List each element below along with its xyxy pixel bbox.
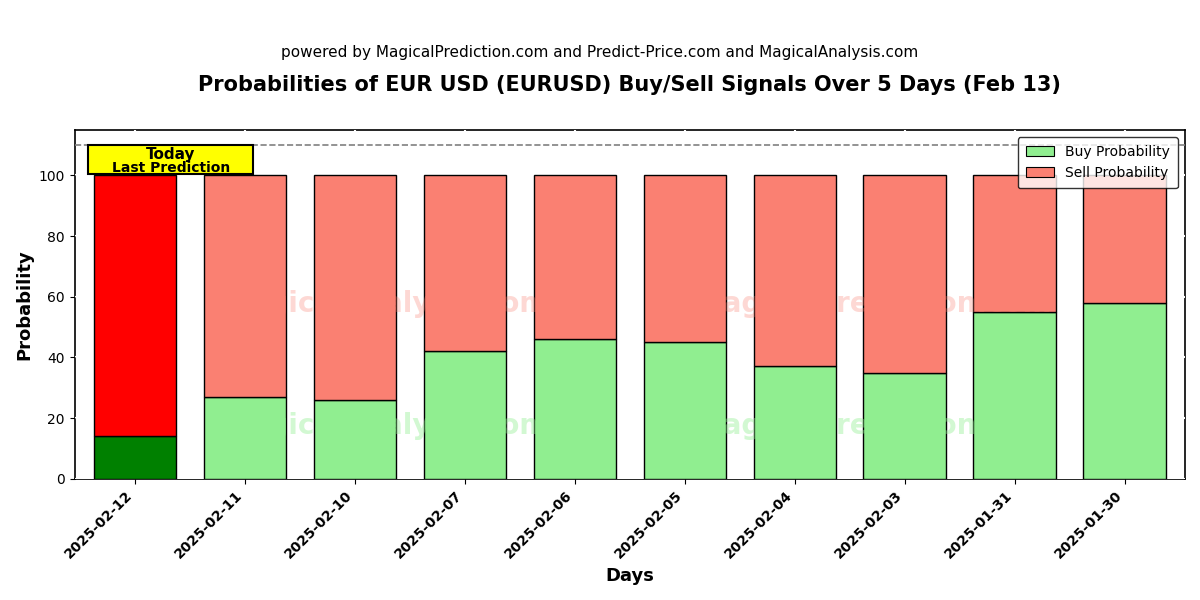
Bar — [864, 175, 946, 373]
Bar — [534, 339, 616, 479]
Title: Probabilities of EUR USD (EURUSD) Buy/Sell Signals Over 5 Days (Feb 13): Probabilities of EUR USD (EURUSD) Buy/Se… — [198, 75, 1061, 95]
Text: MagicalAnalysis.com: MagicalAnalysis.com — [222, 412, 548, 440]
Text: MagicalAnalysis.com: MagicalAnalysis.com — [222, 290, 548, 319]
Bar — [424, 352, 506, 479]
Bar — [94, 436, 176, 479]
Bar — [754, 175, 836, 367]
Bar — [313, 400, 396, 479]
Text: Today: Today — [146, 146, 196, 161]
FancyBboxPatch shape — [89, 145, 253, 174]
Bar — [94, 175, 176, 436]
Bar — [204, 175, 287, 397]
Text: Last Prediction: Last Prediction — [112, 161, 230, 175]
Bar — [424, 175, 506, 352]
Bar — [643, 342, 726, 479]
Bar — [313, 175, 396, 400]
Text: MagicalPrediction.com: MagicalPrediction.com — [696, 290, 1052, 319]
Bar — [1084, 303, 1165, 479]
X-axis label: Days: Days — [605, 567, 654, 585]
Bar — [754, 367, 836, 479]
Bar — [643, 175, 726, 342]
Text: powered by MagicalPrediction.com and Predict-Price.com and MagicalAnalysis.com: powered by MagicalPrediction.com and Pre… — [281, 45, 919, 60]
Bar — [864, 373, 946, 479]
Bar — [534, 175, 616, 339]
Bar — [1084, 175, 1165, 303]
Legend: Buy Probability, Sell Probability: Buy Probability, Sell Probability — [1018, 137, 1178, 188]
Text: MagicalPrediction.com: MagicalPrediction.com — [696, 412, 1052, 440]
Bar — [973, 175, 1056, 312]
Y-axis label: Probability: Probability — [16, 249, 34, 359]
Bar — [973, 312, 1056, 479]
Bar — [204, 397, 287, 479]
